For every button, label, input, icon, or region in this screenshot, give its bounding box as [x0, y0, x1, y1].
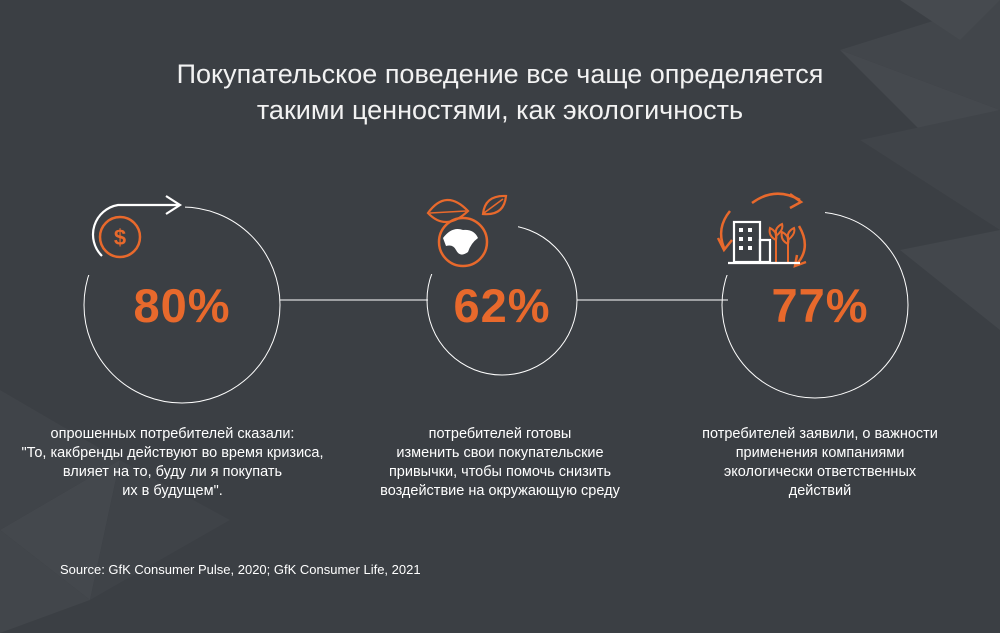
stat-value-3: 77%	[771, 279, 869, 332]
title-line-1: Покупательское поведение все чаще опреде…	[176, 59, 824, 89]
stat-description-2: потребителей готовы изменить свои покупа…	[355, 425, 645, 501]
desc-3-line-2: применения компаниями	[735, 445, 905, 461]
globe-leaf-icon	[418, 186, 518, 274]
stat-value-1: 80%	[133, 279, 231, 332]
desc-2-line-1: потребителей готовы	[428, 426, 572, 442]
source-note: Source: GfK Consumer Pulse, 2020; GfK Co…	[60, 562, 421, 577]
desc-3-line-3: экологически ответственных	[723, 464, 917, 480]
desc-3-line-4: действий	[788, 483, 852, 499]
desc-1-line-2: "То, какбренды действуют во время кризис…	[21, 445, 324, 461]
stat-description-1: опрошенных потребителей сказали: "То, ка…	[0, 425, 345, 501]
desc-1-line-3: влияет на то, буду ли я покупать	[62, 464, 283, 480]
page-title: Покупательское поведение все чаще опреде…	[0, 56, 1000, 128]
desc-2-line-4: воздействие на окружающую среду	[380, 483, 620, 499]
desc-2-line-2: изменить свои покупательские	[396, 445, 604, 461]
stat-value-2: 62%	[453, 279, 551, 332]
dollar-arrow-icon: $	[85, 190, 185, 275]
desc-3-line-1: потребителей заявили, о важности	[702, 426, 938, 442]
desc-1-line-1: опрошенных потребителей сказали:	[50, 426, 295, 442]
eco-building-icon	[710, 190, 825, 275]
stat-description-3: потребителей заявили, о важности примене…	[670, 425, 970, 501]
desc-2-line-3: привычки, чтобы помочь снизить	[388, 464, 612, 480]
title-line-2: такими ценностями, как экологичность	[256, 95, 744, 125]
desc-1-line-4: их в будущем".	[122, 483, 223, 499]
svg-text:$: $	[114, 225, 126, 250]
